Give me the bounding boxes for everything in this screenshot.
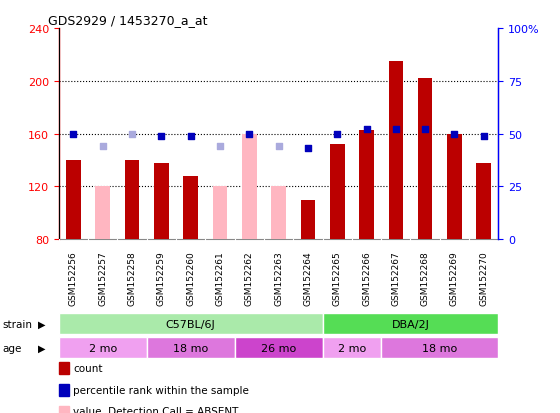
FancyBboxPatch shape bbox=[59, 337, 147, 358]
Text: GSM152260: GSM152260 bbox=[186, 250, 195, 305]
Text: percentile rank within the sample: percentile rank within the sample bbox=[73, 385, 249, 395]
Text: GSM152262: GSM152262 bbox=[245, 250, 254, 305]
Text: GSM152266: GSM152266 bbox=[362, 250, 371, 305]
Text: GSM152258: GSM152258 bbox=[128, 250, 137, 305]
Bar bbox=[271, 187, 286, 240]
Bar bbox=[477, 163, 491, 240]
Text: ▶: ▶ bbox=[38, 343, 45, 353]
Point bbox=[245, 131, 254, 138]
Text: GSM152261: GSM152261 bbox=[216, 250, 225, 305]
Text: 2 mo: 2 mo bbox=[88, 343, 117, 353]
Text: GSM152257: GSM152257 bbox=[98, 250, 108, 305]
Text: GSM152268: GSM152268 bbox=[421, 250, 430, 305]
Point bbox=[333, 131, 342, 138]
Text: 26 mo: 26 mo bbox=[261, 343, 296, 353]
Bar bbox=[242, 134, 256, 240]
Point bbox=[157, 133, 166, 140]
Text: 18 mo: 18 mo bbox=[173, 343, 208, 353]
Text: GSM152259: GSM152259 bbox=[157, 250, 166, 305]
Text: ▶: ▶ bbox=[38, 319, 45, 329]
Bar bbox=[359, 130, 374, 240]
FancyBboxPatch shape bbox=[323, 313, 498, 335]
Point bbox=[362, 127, 371, 133]
Bar bbox=[301, 200, 315, 240]
Bar bbox=[66, 161, 81, 240]
Point bbox=[304, 146, 312, 152]
Bar bbox=[447, 134, 462, 240]
Bar bbox=[418, 79, 432, 240]
Point bbox=[450, 131, 459, 138]
Text: GSM152256: GSM152256 bbox=[69, 250, 78, 305]
Bar bbox=[183, 176, 198, 240]
Text: GSM152263: GSM152263 bbox=[274, 250, 283, 305]
Bar bbox=[125, 161, 139, 240]
Text: 2 mo: 2 mo bbox=[338, 343, 366, 353]
Point bbox=[128, 131, 137, 138]
Text: GSM152265: GSM152265 bbox=[333, 250, 342, 305]
Text: GSM152267: GSM152267 bbox=[391, 250, 400, 305]
Text: GSM152269: GSM152269 bbox=[450, 250, 459, 305]
FancyBboxPatch shape bbox=[59, 313, 323, 335]
Point bbox=[99, 144, 108, 150]
Point bbox=[421, 127, 430, 133]
Bar bbox=[154, 163, 169, 240]
FancyBboxPatch shape bbox=[323, 337, 381, 358]
Text: DBA/2J: DBA/2J bbox=[391, 319, 430, 329]
Bar bbox=[95, 187, 110, 240]
Point bbox=[274, 144, 283, 150]
FancyBboxPatch shape bbox=[381, 337, 498, 358]
Text: C57BL/6J: C57BL/6J bbox=[166, 319, 216, 329]
FancyBboxPatch shape bbox=[147, 337, 235, 358]
Point bbox=[479, 133, 488, 140]
Point bbox=[69, 131, 78, 138]
Text: 18 mo: 18 mo bbox=[422, 343, 458, 353]
Point bbox=[391, 127, 400, 133]
FancyBboxPatch shape bbox=[235, 337, 323, 358]
Bar bbox=[389, 62, 403, 240]
Text: GDS2929 / 1453270_a_at: GDS2929 / 1453270_a_at bbox=[48, 14, 207, 27]
Text: GSM152264: GSM152264 bbox=[304, 250, 312, 305]
Text: value, Detection Call = ABSENT: value, Detection Call = ABSENT bbox=[73, 406, 239, 413]
Text: count: count bbox=[73, 363, 103, 373]
Text: strain: strain bbox=[3, 319, 33, 329]
Bar bbox=[213, 187, 227, 240]
Text: GSM152270: GSM152270 bbox=[479, 250, 488, 305]
Point bbox=[216, 144, 225, 150]
Point bbox=[186, 133, 195, 140]
Bar bbox=[330, 145, 344, 240]
Text: age: age bbox=[3, 343, 22, 353]
